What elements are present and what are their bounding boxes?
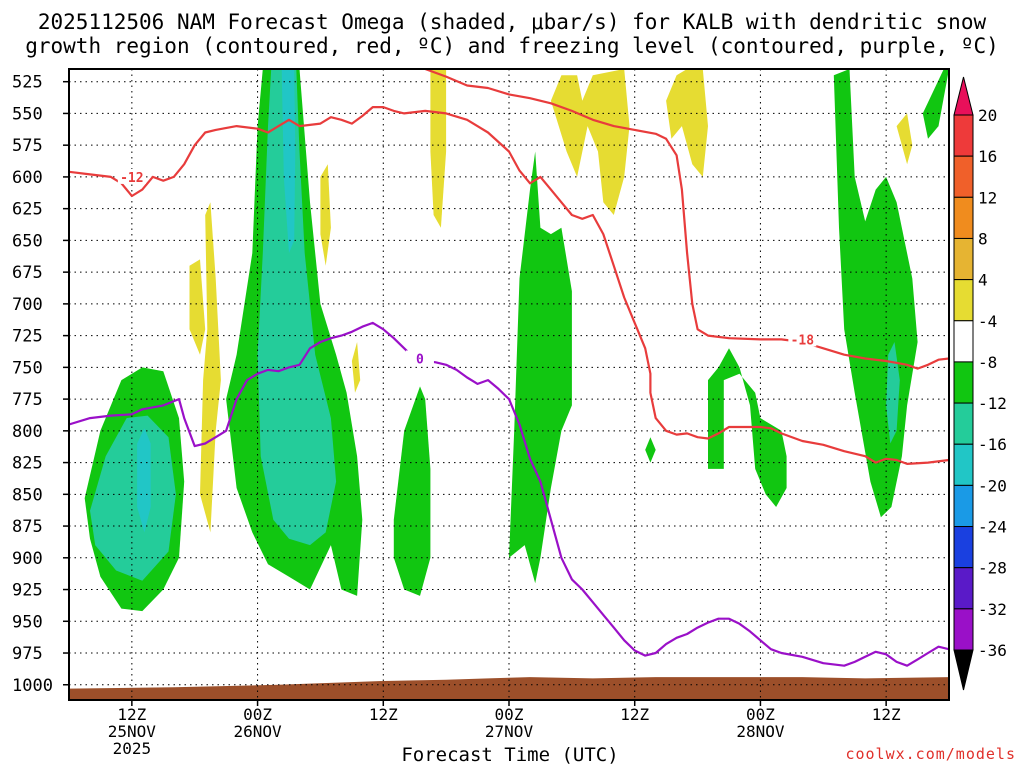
- colorbar-label: -16: [978, 435, 1007, 454]
- y-tick-label: 600: [12, 168, 43, 188]
- y-tick-label: 900: [12, 549, 43, 569]
- contour-label-bg: [117, 168, 146, 184]
- y-tick-label: 825: [12, 454, 43, 474]
- x-tick-label: 12Z: [369, 705, 398, 724]
- colorbar-swatch: [953, 279, 974, 322]
- colorbar-bottom-arrow: [953, 649, 974, 691]
- plot-area: -12 -18 0: [69, 69, 949, 700]
- y-tick-label: 675: [12, 263, 43, 283]
- omega-region-cyan-1: [137, 428, 151, 533]
- colorbar-swatch: [953, 155, 974, 198]
- omega-region-teal-1: [90, 415, 176, 581]
- omega-region-yellow-5: [430, 69, 447, 228]
- colorbar-swatch: [953, 567, 974, 610]
- contour-label-freezing-level: 0: [416, 352, 424, 367]
- colorbar-swatch: [953, 196, 974, 239]
- y-tick-label: 975: [12, 644, 43, 664]
- colorbar-swatch: [953, 361, 974, 404]
- y-tick-label: 775: [12, 390, 43, 410]
- y-tick-label: 550: [12, 104, 43, 124]
- y-tick-label: 1000: [12, 676, 53, 696]
- omega-region-yellow-2: [200, 202, 221, 533]
- omega-region-green-3: [393, 386, 431, 596]
- omega-region-yellow-6: [550, 69, 630, 215]
- colorbar-label: 16: [978, 147, 997, 166]
- colorbar-swatch: [953, 526, 974, 569]
- omega-region-green-8: [922, 69, 949, 139]
- omega-region-teal-2: [257, 69, 337, 546]
- y-tick-label: 875: [12, 517, 43, 537]
- y-tick-label: 925: [12, 581, 43, 601]
- colorbar-label: 4: [978, 271, 988, 290]
- contour-dgz-lower: [424, 69, 949, 370]
- y-tick-label: 650: [12, 231, 43, 251]
- colorbar-label: -12: [978, 394, 1007, 413]
- contour-label-bg: [405, 350, 434, 366]
- colorbar-swatch: [953, 402, 974, 445]
- x-tick-label: 12Z: [872, 705, 901, 724]
- terrain-fill: [69, 677, 949, 700]
- x-tick-label: 2025: [113, 739, 152, 758]
- omega-region-green-6: [708, 348, 787, 507]
- x-tick-label: 00Z: [243, 705, 272, 724]
- site-credit: coolwx.com/models: [845, 745, 1016, 763]
- y-tick-label: 800: [12, 422, 43, 442]
- colorbar-label: -20: [978, 476, 1007, 495]
- contour-dgz-upper: [69, 106, 949, 465]
- omega-region-yellow-3: [320, 164, 331, 266]
- colorbar-label: 12: [978, 188, 997, 207]
- x-tick-label: 00Z: [495, 705, 524, 724]
- omega-region-yellow-1: [189, 259, 206, 355]
- colorbar-label: 8: [978, 229, 988, 248]
- y-tick-label: 575: [12, 136, 43, 156]
- y-tick-label: 525: [12, 73, 43, 93]
- x-axis-title: Forecast Time (UTC): [401, 744, 619, 766]
- chart-title-line2: growth region (contoured, red, ºC) and f…: [25, 34, 999, 58]
- x-tick-label: 00Z: [746, 705, 775, 724]
- omega-region-yellow-8: [896, 113, 913, 165]
- colorbar-label: -28: [978, 559, 1007, 578]
- colorbar-label: -24: [978, 518, 1007, 537]
- colorbar-swatch: [953, 320, 974, 363]
- colorbar-swatch: [953, 114, 974, 157]
- colorbar-label: -8: [978, 353, 997, 372]
- omega-region-yellow-7: [666, 69, 708, 177]
- colorbar-label: -4: [978, 312, 997, 331]
- contour-label-bg: [788, 331, 817, 347]
- contour-freezing-level: [69, 321, 949, 667]
- colorbar-label: -32: [978, 600, 1007, 619]
- x-tick-label: 26NOV: [233, 722, 282, 741]
- colorbar: 20 16 12 8 4 -4 -8 -12 -16 -20 -24 -28 -32 -36: [953, 76, 1007, 691]
- y-tick-label: 725: [12, 327, 43, 347]
- x-tick-label: 12Z: [620, 705, 649, 724]
- y-tick-label: 700: [12, 295, 43, 315]
- colorbar-label: 20: [978, 106, 997, 125]
- omega-region-green-5: [645, 437, 656, 463]
- x-tick-label: 28NOV: [736, 722, 785, 741]
- x-tick-label: 27NOV: [485, 722, 534, 741]
- omega-region-cyan-2: [281, 69, 296, 254]
- chart-title-line1: 2025112506 NAM Forecast Omega (shaded, μ…: [37, 10, 987, 34]
- y-tick-label: 750: [12, 358, 43, 378]
- colorbar-swatch: [953, 237, 974, 281]
- y-tick-label: 625: [12, 200, 43, 220]
- colorbar-swatch: [953, 608, 974, 651]
- y-tick-label: 850: [12, 485, 43, 505]
- x-tick-label: 25NOV: [108, 722, 157, 741]
- contour-label-dgz-lower: -18: [791, 333, 815, 348]
- y-tick-label: 950: [12, 612, 43, 632]
- colorbar-top-arrow: [953, 76, 974, 116]
- colorbar-swatch: [953, 484, 974, 528]
- x-tick-label: 12Z: [117, 705, 146, 724]
- omega-region-green-4: [509, 151, 572, 584]
- colorbar-swatch: [953, 443, 974, 486]
- contour-label-dgz-upper: -12: [120, 171, 143, 186]
- colorbar-label: -36: [978, 641, 1007, 660]
